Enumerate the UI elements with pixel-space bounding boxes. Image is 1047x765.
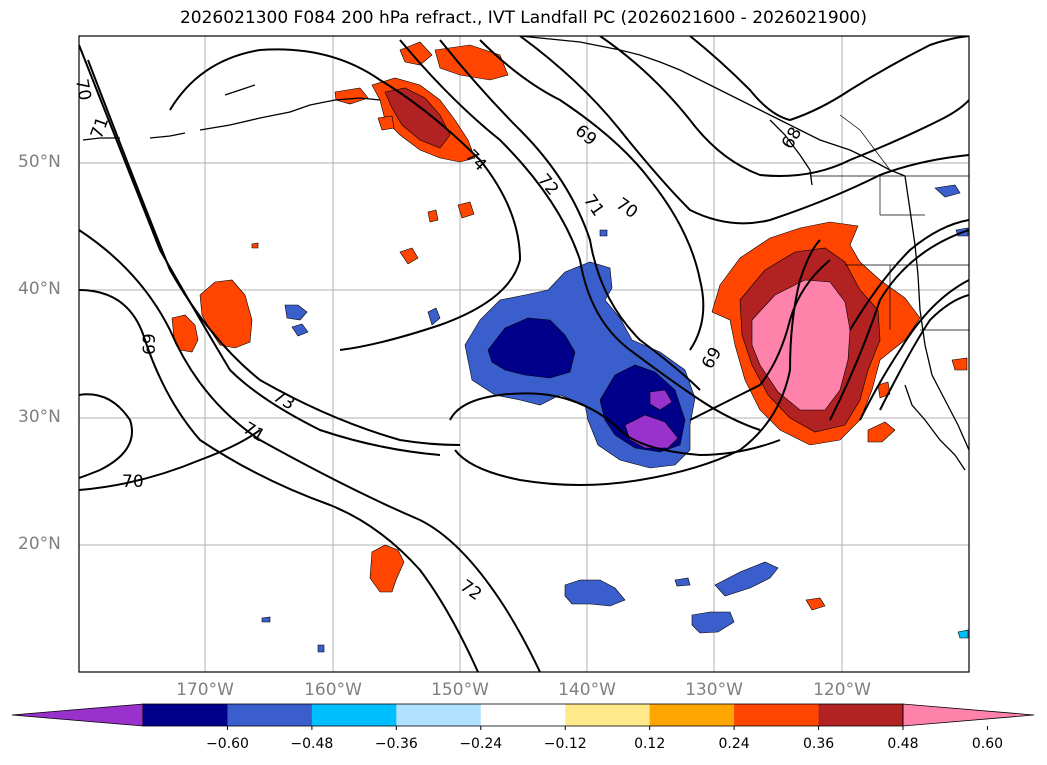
- lon-label-140w: 140°W: [558, 680, 616, 700]
- colorbar-cell: [818, 704, 904, 726]
- lon-label-120w: 120°W: [813, 680, 871, 700]
- colorbar-extend-min: [11, 703, 144, 727]
- political-borders: [810, 114, 969, 331]
- colorbar-cell: [565, 704, 651, 726]
- colorbar-ticks: [226, 726, 988, 730]
- lat-label-20n: 20°N: [18, 534, 61, 554]
- positive-anomaly-regions: [171, 41, 968, 611]
- colorbar-extend-max: [902, 703, 1035, 727]
- north-america-coastline: [519, 36, 906, 177]
- lon-label-130w: 130°W: [685, 680, 743, 700]
- subtropical-positive-region: [369, 544, 405, 593]
- lon-label-170w: 170°W: [176, 680, 234, 700]
- colorbar-tick-label: 0.12: [634, 736, 666, 752]
- colorbar-tick-label: 0.36: [802, 736, 835, 752]
- colorbar-cell: [734, 704, 820, 726]
- lon-label-150w: 150°W: [431, 680, 489, 700]
- contour-label: 70: [122, 472, 144, 492]
- colorbar-tick-label: 0.24: [718, 736, 750, 752]
- alaska-coastline: [199, 97, 381, 131]
- colorbar-cell: [143, 704, 228, 726]
- colorbar-tick-label: −0.60: [205, 736, 249, 752]
- contour-label: 70: [71, 77, 94, 102]
- colorbar-cells: [11, 703, 1035, 727]
- colorbar-cell: [480, 704, 566, 726]
- lat-label-30n: 30°N: [18, 407, 61, 427]
- colorbar-tick-label: −0.12: [543, 736, 587, 752]
- lat-label-40n: 40°N: [18, 279, 61, 299]
- colorbar-tick-label: 0.60: [971, 736, 1004, 752]
- lon-label-160w: 160°W: [304, 680, 362, 700]
- colorbar-cell: [649, 704, 735, 726]
- colorbar-frame: [142, 703, 904, 727]
- refractivity-contours: [79, 36, 969, 672]
- lat-label-50n: 50°N: [18, 152, 61, 172]
- colorbar-tick-label: −0.36: [374, 736, 418, 752]
- colorbar-cell: [311, 704, 397, 726]
- map-frame: [78, 35, 970, 673]
- colorbar-cell: [396, 704, 482, 726]
- colorbar-tick-label: 0.48: [887, 736, 919, 752]
- colorbar-tick-label: −0.24: [459, 736, 503, 752]
- colorbar-tick-label: −0.48: [290, 736, 334, 752]
- coastlines: [82, 36, 969, 471]
- colorbar-cell: [227, 704, 313, 726]
- contour-label: 69: [140, 333, 160, 355]
- map-title: 2026021300 F084 200 hPa refract., IVT La…: [179, 8, 867, 28]
- negative-anomaly-regions: [261, 184, 969, 653]
